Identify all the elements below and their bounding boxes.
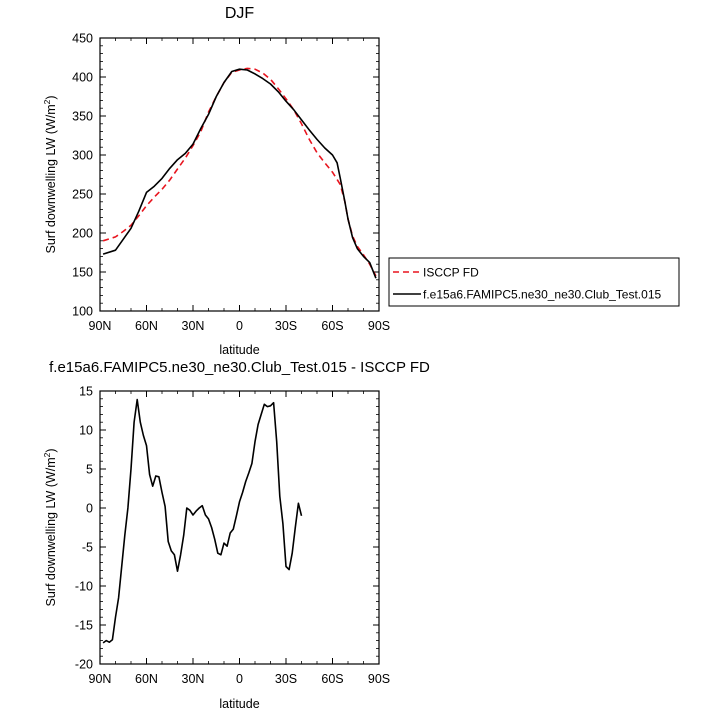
y-axis-label-sup: 2 (42, 452, 52, 457)
y-tick-label: -15 (75, 619, 93, 633)
x-tick-label: 60N (135, 672, 158, 686)
y-tick-label: -10 (75, 580, 93, 594)
x-tick-label: 90S (368, 672, 390, 686)
y-tick-label: 15 (79, 385, 93, 399)
chart-panel-2: f.e15a6.FAMIPC5.ne30_ne30.Club_Test.015 … (42, 359, 430, 711)
y-tick-label: 200 (72, 227, 93, 241)
chart-title: DJF (225, 5, 255, 22)
plot-frame (99, 37, 380, 312)
x-axis-label: latitude (219, 697, 259, 711)
x-tick-label: 0 (236, 319, 243, 333)
y-axis-label: Surf downwelling LW (W/m2) (42, 95, 58, 253)
y-tick-label: 300 (72, 149, 93, 163)
y-tick-label: 0 (86, 502, 93, 516)
x-tick-label: 90N (89, 319, 112, 333)
y-tick-label: -5 (82, 541, 93, 555)
y-tick-label: 10 (79, 424, 93, 438)
y-axis-label: Surf downwelling LW (W/m2) (42, 448, 58, 606)
x-tick-label: 60N (135, 319, 158, 333)
y-tick-label: 450 (72, 32, 93, 46)
y-axis-label-sup: 2 (42, 99, 52, 104)
series-line-2 (102, 68, 377, 279)
y-tick-label: 350 (72, 110, 93, 124)
y-tick-label: 400 (72, 71, 93, 85)
chart-panel-1: DJF 100 150 200 250 300 350 400 450 90N 60N 30N 0 30S… (42, 5, 680, 357)
y-axis-label-main: Surf downwelling LW (W/m (44, 457, 58, 606)
x-tick-label: 60S (321, 672, 343, 686)
series-line-1 (102, 67, 377, 277)
x-tick-label: 30N (182, 319, 205, 333)
y-tick-label: 100 (72, 305, 93, 319)
legend-box (388, 257, 680, 307)
x-axis-label: latitude (219, 343, 259, 357)
legend: ISCCP FD f.e15a6.FAMIPC5.ne30_ne30.Club_T… (388, 257, 680, 307)
legend-label-1: ISCCP FD (423, 266, 479, 280)
y-tick-label: 5 (86, 463, 93, 477)
chart-title: f.e15a6.FAMIPC5.ne30_ne30.Club_Test.015 … (49, 359, 430, 376)
legend-label-2: f.e15a6.FAMIPC5.ne30_ne30.Club_Test.015 (423, 288, 661, 302)
y-tick-label: 250 (72, 188, 93, 202)
series-line-1 (102, 398, 303, 644)
x-tick-label: 30N (182, 672, 205, 686)
y-axis-label-main: Surf downwelling LW (W/m (44, 104, 58, 253)
y-tick-label: -20 (75, 658, 93, 672)
y-axis-label-close: ) (44, 448, 58, 452)
y-tick-label: 150 (72, 266, 93, 280)
x-tick-label: 60S (321, 319, 343, 333)
x-tick-label: 30S (275, 672, 297, 686)
y-axis-label-close: ) (44, 95, 58, 99)
x-tick-label: 90N (89, 672, 112, 686)
x-tick-label: 30S (275, 319, 297, 333)
x-tick-label: 0 (236, 672, 243, 686)
x-tick-label: 90S (368, 319, 390, 333)
